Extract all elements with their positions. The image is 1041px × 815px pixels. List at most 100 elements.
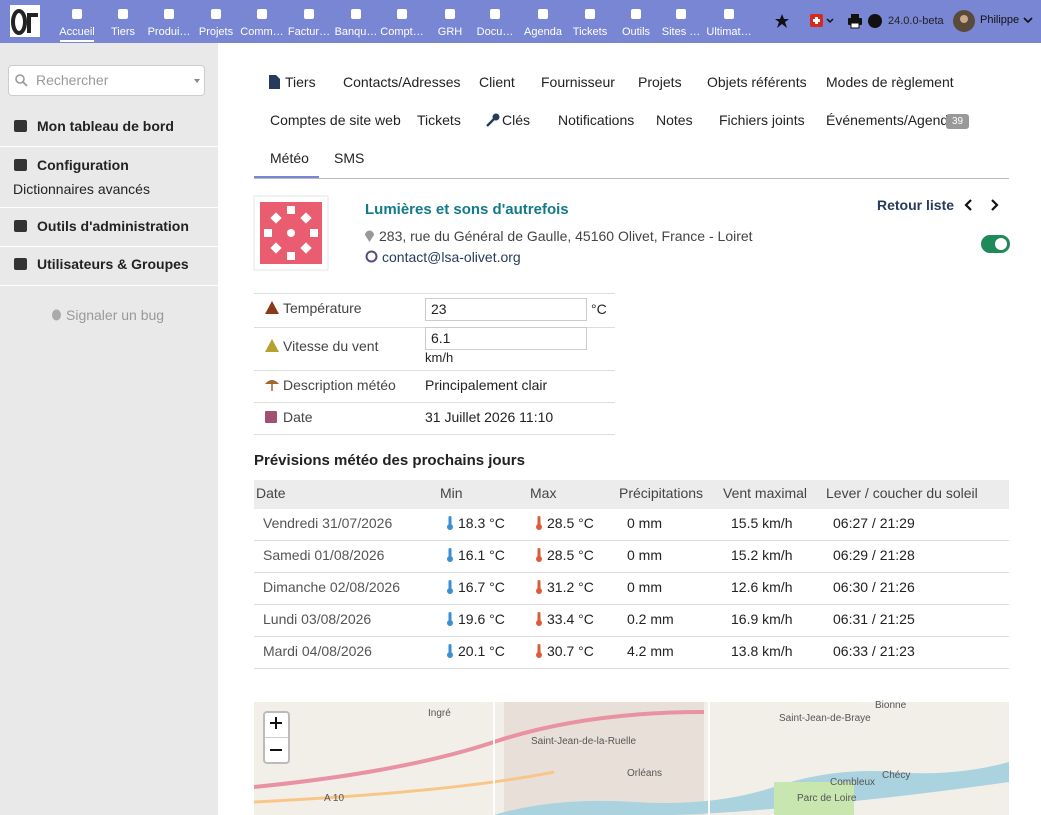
avatar — [953, 10, 975, 32]
menu-icon — [585, 9, 595, 19]
map-label: Combleux — [830, 777, 876, 788]
company-logo — [253, 195, 329, 271]
menu-item[interactable]: Factur… — [287, 26, 331, 38]
active-indicator — [60, 40, 94, 42]
thermometer-max — [536, 548, 542, 562]
cell: 06:30 / 21:26 — [833, 579, 915, 595]
menu-item[interactable]: Accueil — [59, 26, 95, 38]
sidebar-icon — [14, 220, 27, 232]
flag-icon — [810, 14, 834, 27]
cell: Dimanche 02/08/2026 — [263, 579, 400, 595]
map-label: Parc de Loire — [797, 793, 857, 804]
tab[interactable]: Notifications — [558, 112, 635, 128]
separator — [0, 207, 218, 208]
company-email[interactable]: contact@lsa-olivet.org — [382, 249, 521, 265]
table-header — [254, 480, 1009, 509]
field-label: Vitesse du vent — [283, 338, 379, 354]
field-value: Principalement clair — [425, 377, 548, 393]
column-header: Précipitations — [619, 485, 704, 501]
tab[interactable]: Clés — [502, 112, 531, 128]
unit: km/h — [425, 350, 454, 365]
sidebar-sub-item[interactable]: Dictionnaires avancés — [13, 181, 150, 197]
tab[interactable]: Événements/Agenda — [826, 112, 956, 128]
separator — [254, 636, 1009, 637]
field-label: Date — [283, 409, 313, 425]
menu-item[interactable]: Docu… — [476, 26, 514, 38]
menu-item[interactable]: Sites … — [661, 26, 701, 38]
menu-item[interactable]: Agenda — [524, 26, 562, 38]
separator — [254, 178, 1009, 179]
separator — [254, 370, 615, 371]
bug-link[interactable]: Signaler un bug — [66, 307, 165, 323]
tab[interactable]: Modes de règlement — [826, 74, 954, 90]
menu-item[interactable]: Banqu… — [334, 26, 378, 38]
field-icon — [265, 301, 279, 314]
search-box[interactable] — [8, 65, 205, 96]
separator — [254, 434, 615, 435]
cell: 19.6 °C — [458, 611, 505, 627]
prev-arrow — [964, 199, 972, 211]
sidebar-icon — [14, 120, 27, 132]
tab[interactable]: Projets — [638, 74, 682, 90]
tab[interactable]: Client — [479, 74, 515, 90]
top-bar — [0, 0, 1041, 43]
logo — [10, 5, 40, 37]
cell: 0 mm — [627, 515, 662, 531]
tab[interactable]: Fichiers joints — [719, 112, 805, 128]
unit: °C — [591, 301, 607, 317]
menu-item[interactable]: Compt… — [380, 26, 424, 38]
input[interactable]: 6.1 — [425, 327, 587, 350]
cell: 28.5 °C — [547, 547, 594, 563]
cell: 20.1 °C — [458, 643, 505, 659]
separator — [254, 604, 1009, 605]
menu-icon — [490, 9, 500, 19]
sidebar-item[interactable]: Outils d'administration — [37, 218, 189, 234]
menu-item[interactable]: Ultimat… — [706, 26, 752, 38]
thermometer-min — [447, 644, 453, 658]
field-value: 31 Juillet 2026 11:10 — [425, 409, 554, 425]
map-label: Orléans — [627, 768, 663, 779]
menu-icon — [257, 9, 267, 19]
sidebar — [0, 43, 218, 815]
tab[interactable]: Objets référents — [707, 74, 807, 90]
tab[interactable]: Tickets — [417, 112, 461, 128]
column-header: Date — [256, 485, 286, 501]
tab[interactable]: SMS — [334, 150, 365, 166]
tab[interactable]: Fournisseur — [541, 74, 615, 90]
tab[interactable]: Tiers — [285, 74, 316, 90]
column-header: Lever / coucher du soleil — [826, 485, 978, 501]
input[interactable]: 23 — [425, 298, 587, 321]
menu-icon — [211, 9, 221, 19]
cell: Samedi 01/08/2026 — [263, 547, 385, 563]
tab[interactable]: Contacts/Adresses — [343, 74, 461, 90]
user-name[interactable]: Philippe — [980, 14, 1020, 26]
tab[interactable]: Notes — [656, 112, 693, 128]
column-header: Vent maximal — [723, 485, 808, 501]
cell: Mardi 04/08/2026 — [263, 643, 372, 659]
cell: 06:29 / 21:28 — [833, 547, 915, 563]
cell: 31.2 °C — [547, 579, 594, 595]
tab[interactable]: Comptes de site web — [270, 112, 401, 128]
sidebar-item[interactable]: Configuration — [37, 157, 129, 173]
menu-item[interactable]: Comm… — [240, 26, 284, 38]
menu-item[interactable]: Tiers — [110, 26, 136, 38]
back-link[interactable]: Retour liste — [877, 197, 955, 213]
menu-item[interactable]: Outils — [621, 26, 651, 38]
menu-icon — [118, 9, 128, 19]
next-arrow — [991, 199, 999, 211]
sidebar-icon — [14, 159, 27, 171]
menu-item[interactable]: Produi… — [147, 26, 191, 38]
menu-item[interactable]: GRH — [437, 26, 463, 38]
key-icon — [486, 113, 500, 127]
separator — [254, 540, 1009, 541]
sidebar-item[interactable]: Mon tableau de bord — [37, 118, 174, 134]
sidebar-item[interactable]: Utilisateurs & Groupes — [37, 256, 189, 272]
cell: 0.2 mm — [627, 611, 674, 627]
version: 24.0.0-beta — [888, 15, 944, 27]
column-header: Min — [440, 485, 463, 501]
menu-item[interactable]: Projets — [198, 26, 234, 38]
zoom-in — [270, 717, 282, 729]
menu-item[interactable]: Tickets — [572, 26, 608, 38]
tab[interactable]: Météo — [270, 150, 309, 166]
